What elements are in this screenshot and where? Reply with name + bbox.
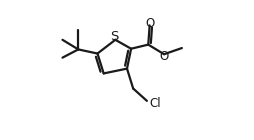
- Text: Cl: Cl: [149, 97, 161, 110]
- Text: O: O: [160, 50, 169, 63]
- Text: O: O: [146, 17, 155, 30]
- Text: S: S: [110, 30, 119, 43]
